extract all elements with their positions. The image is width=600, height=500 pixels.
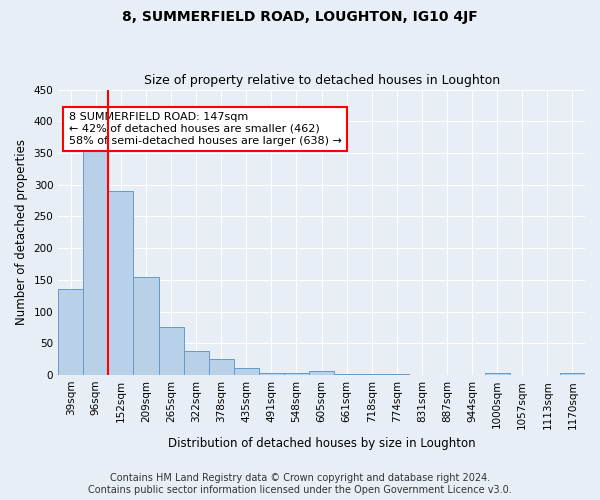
Bar (259, 373, 284, 375)
Title: Size of property relative to detached houses in Loughton: Size of property relative to detached ho… (143, 74, 500, 87)
Bar (109, 191, 133, 375)
Bar (58, 290, 83, 375)
Text: 8 SUMMERFIELD ROAD: 147sqm
← 42% of detached houses are smaller (462)
58% of sem: 8 SUMMERFIELD ROAD: 147sqm ← 42% of deta… (69, 112, 341, 146)
Bar (83, 140, 109, 375)
Bar (209, 359, 234, 375)
Bar (158, 328, 184, 375)
Bar (359, 374, 385, 375)
Bar (309, 371, 334, 375)
X-axis label: Distribution of detached houses by size in Loughton: Distribution of detached houses by size … (168, 437, 475, 450)
Bar (385, 374, 409, 375)
Text: 8, SUMMERFIELD ROAD, LOUGHTON, IG10 4JF: 8, SUMMERFIELD ROAD, LOUGHTON, IG10 4JF (122, 10, 478, 24)
Bar (485, 372, 510, 375)
Text: Contains HM Land Registry data © Crown copyright and database right 2024.
Contai: Contains HM Land Registry data © Crown c… (88, 474, 512, 495)
Bar (184, 351, 209, 375)
Bar (334, 374, 359, 375)
Bar (234, 368, 259, 375)
Y-axis label: Number of detached properties: Number of detached properties (15, 140, 28, 326)
Bar (284, 373, 309, 375)
Bar (560, 373, 585, 375)
Bar (133, 276, 158, 375)
